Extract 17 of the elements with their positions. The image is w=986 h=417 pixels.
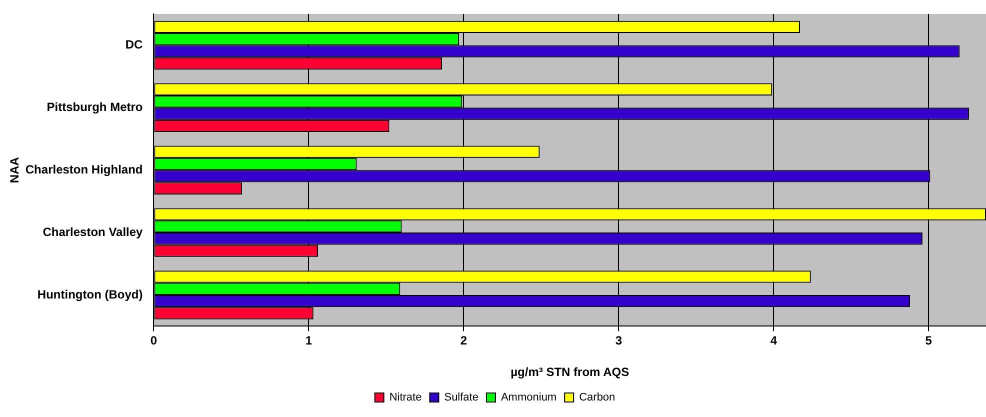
y-tick-label: Huntington (Boyd)	[37, 287, 143, 302]
y-tick-label: Charleston Highland	[25, 162, 143, 176]
legend-label: Sulfate	[444, 392, 478, 404]
y-tick-label: Pittsburgh Metro	[46, 100, 143, 114]
x-tick-label: 2	[460, 334, 468, 348]
x-tick-label: 4	[770, 334, 778, 348]
x-axis-title: µg/m³ STN from AQS	[510, 365, 630, 380]
legend-label: Ammonium	[500, 392, 557, 404]
x-tick-label: 5	[925, 334, 932, 348]
legend-label: Carbon	[579, 392, 616, 404]
x-tick-label: 1	[305, 334, 312, 348]
legend-label: Nitrate	[389, 392, 422, 404]
y-tick-label: Charleston Valley	[42, 224, 144, 239]
x-tick-label: 0	[150, 334, 158, 348]
y-axis-title: NAA	[8, 156, 22, 184]
y-tick-label: DC	[125, 38, 144, 52]
x-tick-label: 3	[615, 334, 622, 348]
